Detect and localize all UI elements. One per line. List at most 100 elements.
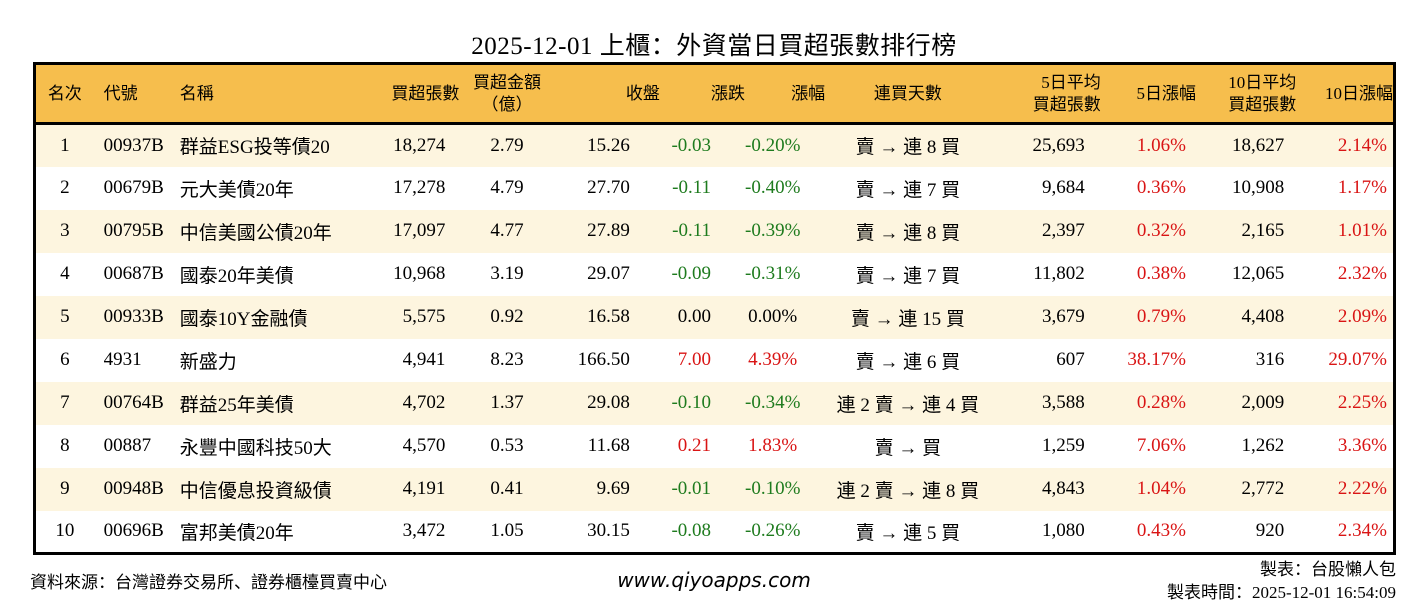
cell-avg5: 3,588 <box>1042 392 1085 413</box>
cell-avg10: 2,009 <box>1241 392 1285 413</box>
table-row: 6 4931 新盛力 4,941 8.23 166.50 7.00 4.39% 賣 → 連 6 … <box>34 338 1395 382</box>
table-row: 9 00948B 中信優息投資級債 4,191 0.41 9.69 -0.01 -0.10% 連… <box>34 467 1395 511</box>
table-row: 1 00937B 群益ESG投等債20 18,274 2.79 15.26 -0.03 -0.… <box>34 123 1395 167</box>
cell-streak: 賣 → 連 8 買 <box>855 137 961 159</box>
cell-code: 00679B <box>103 177 164 198</box>
cell-amount: 8.23 <box>490 349 524 370</box>
cell-rank: 6 <box>60 349 70 370</box>
cell-net_buy: 4,941 <box>402 349 446 370</box>
cell-chg10: 3.36% <box>1337 435 1387 456</box>
cell-amount: 1.37 <box>490 392 524 413</box>
cell-amount: 0.41 <box>490 478 524 499</box>
cell-avg5: 3,679 <box>1042 306 1085 327</box>
header-cell-rank: 名次 <box>47 83 82 103</box>
cell-code: 00933B <box>103 306 164 327</box>
cell-code: 00948B <box>103 478 164 499</box>
cell-avg10: 2,772 <box>1241 478 1285 499</box>
cell-change_pct: 4.39% <box>748 349 798 370</box>
header-cell-code: 代號 <box>103 83 138 103</box>
header-cell-amount: 買超金額 （億） <box>473 73 541 114</box>
table-row: 3 00795B 中信美國公債20年 17,097 4.77 27.89 -0.11 -0.3… <box>34 209 1395 253</box>
cell-chg5: 1.04% <box>1136 478 1186 499</box>
cell-streak: 賣 → 連 7 買 <box>855 179 961 201</box>
cell-avg10: 4,408 <box>1241 306 1285 327</box>
cell-chg10: 2.25% <box>1337 392 1387 413</box>
cell-avg10: 18,627 <box>1231 134 1285 156</box>
cell-name: 永豐中國科技50大 <box>179 437 332 459</box>
cell-amount: 4.77 <box>490 220 524 241</box>
cell-change: 7.00 <box>677 349 712 370</box>
cell-streak: 賣 → 連 15 買 <box>850 308 965 330</box>
cell-net_buy: 18,274 <box>393 134 446 156</box>
cell-change_pct: -0.20% <box>745 134 801 156</box>
header-cell-chg5: 5日漲幅 <box>1136 83 1196 103</box>
table-row: 10 00696B 富邦美債20年 3,472 1.05 30.15 -0.08 -0.26%… <box>34 510 1395 554</box>
header-cell-close: 收盤 <box>625 83 660 103</box>
cell-change: -0.09 <box>671 263 712 284</box>
cell-code: 4931 <box>103 349 142 370</box>
table-row: 4 00687B 國泰20年美債 10,968 3.19 29.07 -0.09 -0.31%… <box>34 252 1395 296</box>
cell-net_buy: 5,575 <box>402 306 446 327</box>
cell-amount: 0.92 <box>490 306 524 327</box>
cell-chg5: 7.06% <box>1136 435 1186 456</box>
cell-close: 9.69 <box>596 478 630 499</box>
cell-name: 富邦美債20年 <box>179 522 294 544</box>
cell-change_pct: -0.10% <box>745 478 801 499</box>
cell-name: 國泰10Y金融債 <box>179 308 308 330</box>
cell-chg5: 1.06% <box>1136 134 1186 156</box>
cell-rank: 5 <box>60 306 70 327</box>
cell-streak: 賣 → 連 5 買 <box>855 522 961 544</box>
cell-change_pct: -0.40% <box>745 177 801 198</box>
footer-timestamp: 製表時間：2025-12-01 16:54:09 <box>1166 583 1396 602</box>
cell-avg10: 1,262 <box>1241 435 1285 456</box>
cell-name: 中信優息投資級債 <box>179 480 332 502</box>
table-header: 名次 代號 名稱 買超張數 買超金額 （億） 收盤 漲跌 漲幅 連買天數 5日平均 買超張數 5日漲… <box>34 63 1395 124</box>
cell-chg5: 0.32% <box>1136 220 1186 241</box>
footer-credit: 製表：台股懶人包 <box>1260 560 1396 579</box>
cell-net_buy: 17,278 <box>393 177 446 198</box>
cell-code: 00696B <box>103 520 164 542</box>
cell-chg5: 0.38% <box>1136 263 1186 284</box>
cell-code: 00887 <box>103 435 152 456</box>
cell-rank: 7 <box>60 392 70 413</box>
footer-data-source: 資料來源：台灣證券交易所、證券櫃檯買賣中心 <box>30 573 387 592</box>
cell-avg5: 2,397 <box>1042 220 1085 241</box>
cell-net_buy: 3,472 <box>402 520 446 542</box>
cell-avg10: 10,908 <box>1231 177 1285 198</box>
cell-close: 16.58 <box>587 306 630 327</box>
cell-change: -0.11 <box>672 177 712 198</box>
cell-avg10: 920 <box>1255 520 1285 542</box>
cell-streak: 賣 → 連 6 買 <box>855 351 961 373</box>
cell-rank: 3 <box>60 220 70 241</box>
cell-avg10: 2,165 <box>1241 220 1285 241</box>
cell-rank: 1 <box>60 134 70 156</box>
cell-name: 群益25年美債 <box>179 394 294 416</box>
cell-change: -0.08 <box>671 520 712 542</box>
header-cell-change: 漲跌 <box>711 83 746 103</box>
header-cell-streak: 連買天數 <box>873 83 942 103</box>
cell-change_pct: -0.26% <box>745 520 801 542</box>
cell-chg10: 1.17% <box>1337 177 1387 198</box>
cell-name: 群益ESG投等債20 <box>179 137 330 159</box>
footer-website: www.qiyoapps.com <box>617 568 811 592</box>
page-title: 2025-12-01 上櫃：外資當日買超張數排行榜 <box>471 33 957 60</box>
cell-close: 30.15 <box>587 520 630 542</box>
cell-rank: 4 <box>60 263 70 284</box>
cell-rank: 10 <box>55 520 75 542</box>
cell-chg10: 29.07% <box>1328 349 1387 370</box>
cell-chg5: 0.79% <box>1136 306 1186 327</box>
cell-amount: 0.53 <box>490 435 524 456</box>
cell-avg5: 1,259 <box>1042 435 1085 456</box>
cell-avg5: 9,684 <box>1042 177 1085 198</box>
cell-code: 00687B <box>103 263 164 284</box>
cell-chg5: 38.17% <box>1127 349 1186 370</box>
cell-close: 11.68 <box>587 435 630 456</box>
cell-avg5: 11,802 <box>1033 263 1085 284</box>
cell-close: 166.50 <box>577 349 630 370</box>
table-row: 2 00679B 元大美債20年 17,278 4.79 27.70 -0.11 -0.40%… <box>34 166 1395 210</box>
foreign-net-buy-table: 名次 代號 名稱 買超張數 買超金額 （億） 收盤 漲跌 漲幅 連買天數 5日平均 買超張數 5日漲… <box>33 62 1396 555</box>
cell-rank: 9 <box>60 478 70 499</box>
cell-close: 27.89 <box>587 220 630 241</box>
table-row: 8 00887 永豐中國科技50大 4,570 0.53 11.68 0.21 1.83% 賣 … <box>34 424 1395 468</box>
